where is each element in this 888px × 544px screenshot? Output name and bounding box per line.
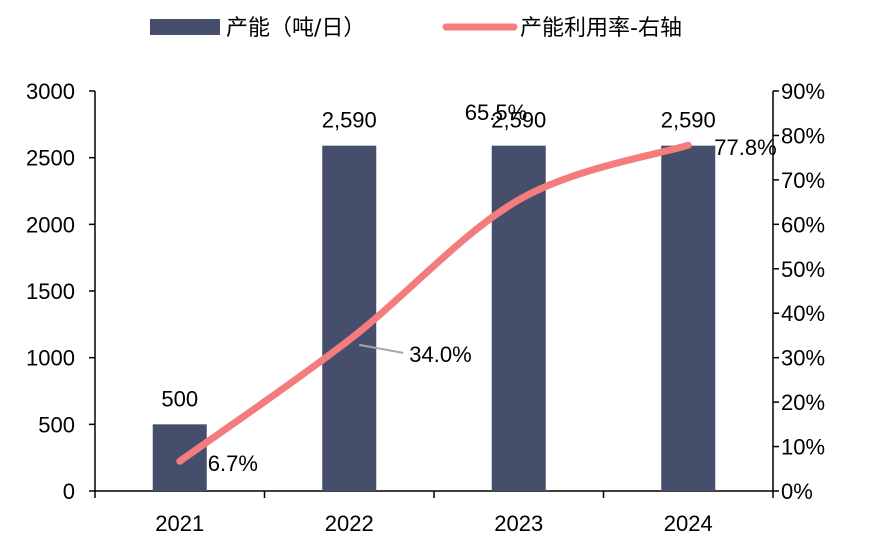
y-left-tick-label: 1500 [26, 279, 75, 304]
x-tick-label: 2023 [494, 511, 543, 536]
bars [152, 145, 716, 491]
y-left-tick-label: 2500 [26, 146, 75, 171]
axes: 0 500 1000 1500 2000 2500 3000 0% 10% 20% 30% 40% 50… [26, 79, 825, 536]
y-right-tick-label: 70% [781, 168, 825, 193]
y-right-tick-label: 40% [781, 301, 825, 326]
legend-label-utilization: 产能利用率-右轴 [520, 16, 682, 41]
y-right-tick-label: 60% [781, 212, 825, 237]
y-left-tick-label: 500 [38, 412, 75, 437]
x-tick-label: 2022 [325, 511, 374, 536]
y-right-tick-label: 90% [781, 79, 825, 104]
line-data-label: 34.0% [409, 342, 471, 367]
y-right-tick-label: 0% [781, 479, 813, 504]
line-data-labels: 6.7% 34.0% 65.5% 77.8% [208, 100, 777, 476]
legend-swatch-capacity [150, 19, 220, 35]
utilization-line [176, 141, 692, 465]
legend-label-capacity: 产能（吨/日） [226, 16, 365, 41]
x-tick-label: 2024 [664, 511, 713, 536]
y-right-tick-label: 80% [781, 123, 825, 148]
y-right-tick-label: 30% [781, 346, 825, 371]
y-left-tick-label: 0 [63, 479, 75, 504]
line-data-label: 6.7% [208, 451, 258, 476]
bar [661, 145, 716, 491]
y-left-tick-label: 3000 [26, 79, 75, 104]
bar-data-label: 500 [161, 386, 198, 411]
y-left-tick-label: 1000 [26, 346, 75, 371]
y-right-tick-label: 10% [781, 435, 825, 460]
y-right-tick-label: 20% [781, 390, 825, 415]
line-series [176, 141, 692, 465]
bar-data-label: 2,590 [491, 108, 546, 133]
bar-data-label: 2,590 [322, 108, 377, 133]
y-right-tick-label: 50% [781, 257, 825, 282]
x-tick-label: 2021 [155, 511, 204, 536]
bar-data-label: 2,590 [661, 108, 716, 133]
line-data-label: 77.8% [714, 135, 776, 160]
data-label-leader-line [359, 343, 404, 354]
line-data-label: 65.5% [465, 100, 527, 125]
bar [322, 145, 377, 491]
bar-data-labels: 500 2,590 2,590 2,590 [161, 108, 715, 412]
legend: 产能（吨/日） 产能利用率-右轴 [150, 16, 682, 41]
y-left-tick-label: 2000 [26, 212, 75, 237]
